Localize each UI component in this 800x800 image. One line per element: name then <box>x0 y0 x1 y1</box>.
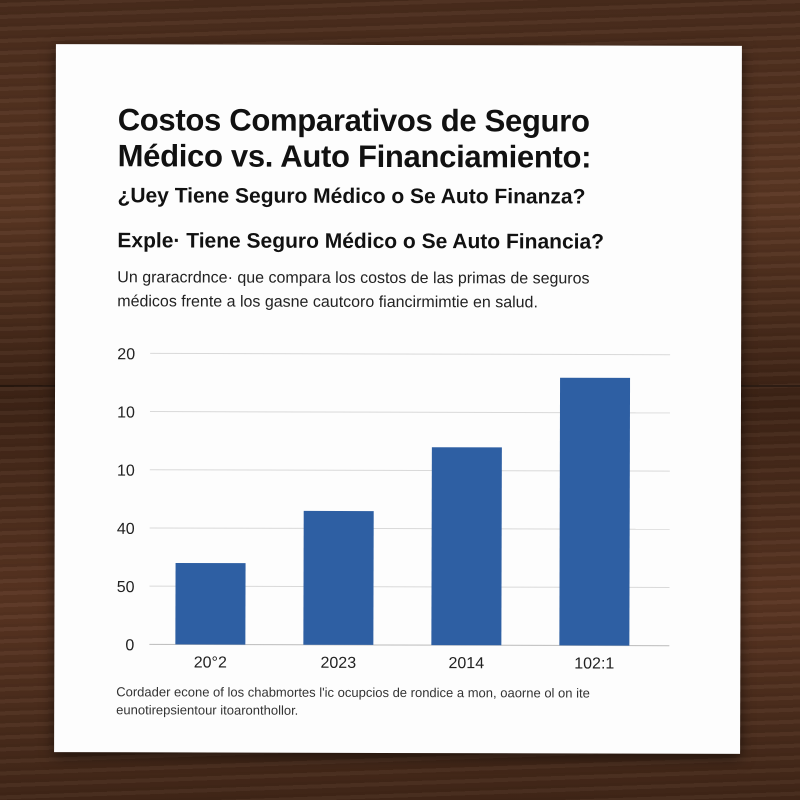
footnote-line-2: eunotirepsientour itoaronthollor. <box>116 702 299 718</box>
bar-chart: 0 50 40 10 10 20 20°2 2023 2014 102:1 <box>117 346 671 673</box>
y-tick-label: 40 <box>117 521 135 538</box>
y-tick-label: 10 <box>117 463 135 480</box>
bar <box>431 447 502 646</box>
bar <box>175 562 246 645</box>
bar <box>303 510 374 645</box>
y-tick-label: 0 <box>125 637 134 654</box>
x-tick-label: 2023 <box>320 655 356 672</box>
bar <box>559 377 631 646</box>
x-tick-label: 102:1 <box>574 655 614 672</box>
y-tick-label: 20 <box>117 346 135 363</box>
y-tick-label: 50 <box>117 579 135 596</box>
x-tick-label: 20°2 <box>194 654 227 671</box>
y-tick-label: 10 <box>117 404 135 421</box>
paper-sheet: Costos Comparativos de Seguro Médico vs.… <box>54 44 742 754</box>
gridline <box>150 352 671 356</box>
x-tick-label: 2014 <box>448 655 484 672</box>
footnote: Cordader econe of los chabmortes l'ic oc… <box>116 683 590 720</box>
footnote-line-1: Cordader econe of los chabmortes l'ic oc… <box>116 684 590 701</box>
